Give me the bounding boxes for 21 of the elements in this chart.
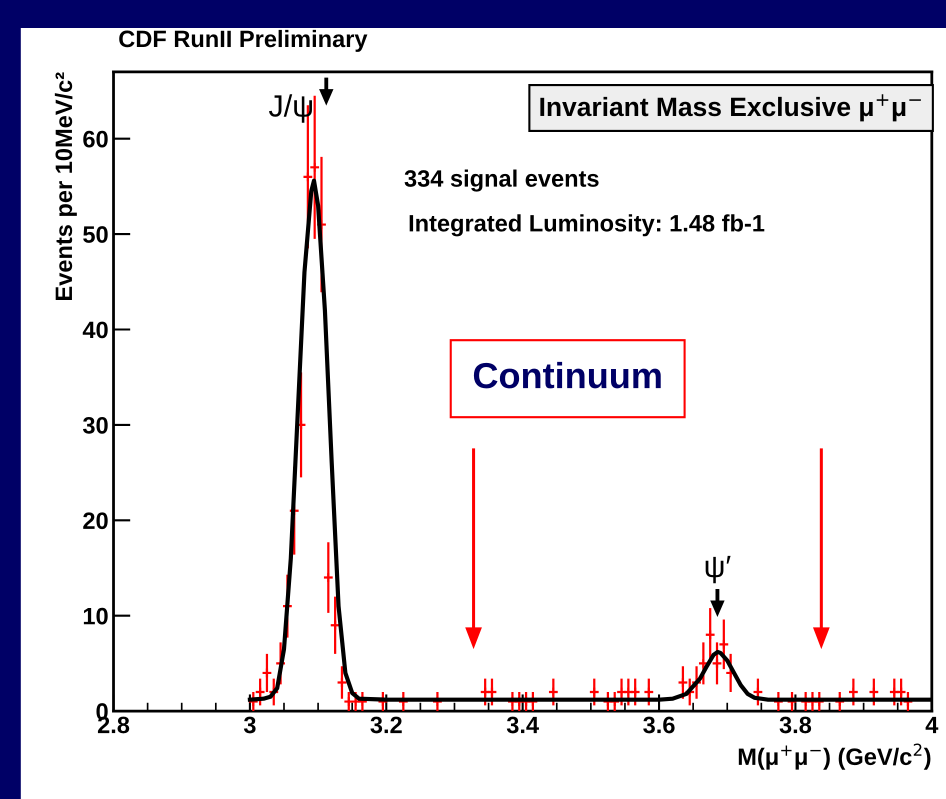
x-axis-title: M(μ$^{+}$μ$^{−}$) (GeV/c$^{2}$): [738, 744, 930, 770]
x-tick-label: 3.2: [370, 716, 402, 734]
annotation: J/ψ: [268, 94, 312, 123]
y-axis-title: Events per 10MeV/c²: [54, 72, 77, 300]
x-tick-label: 4: [926, 716, 938, 734]
x-tick-label: 3: [244, 716, 256, 734]
x-tick-label: 3.4: [506, 716, 539, 734]
x-tick-label: 3.8: [780, 716, 812, 734]
annotation: 334 signal events: [404, 170, 599, 192]
annotation: ψ′: [706, 556, 731, 584]
y-tick-label: 40: [82, 322, 108, 338]
y-tick-label: 10: [84, 608, 108, 624]
y-tick-label: 20: [83, 512, 108, 530]
y-tick-label: 50: [83, 226, 108, 243]
x-tick-label: 3.6: [643, 716, 675, 734]
y-tick-label: 30: [82, 416, 108, 434]
y-tick-label: 60: [83, 130, 108, 148]
annotation: Invariant Mass Exclusive μ$^{+}$μ$^{−}$: [540, 94, 921, 122]
annotation: Continuum: [474, 362, 661, 388]
chart-title: CDF RunII Preliminary: [119, 30, 368, 52]
annotation: Integrated Luminosity: 1.48 fb-1: [410, 214, 764, 236]
